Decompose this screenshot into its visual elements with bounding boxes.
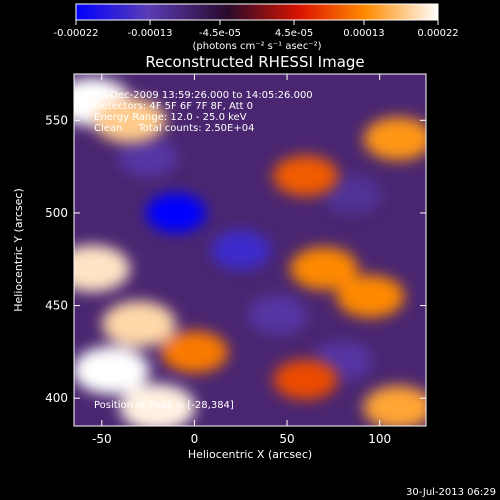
energy-range-text: Energy Range: 12.0 - 25.0 keV bbox=[94, 112, 247, 123]
x-tick-label: 100 bbox=[368, 432, 391, 446]
bright-source-1 bbox=[93, 97, 167, 144]
colorbar-tick-label: 0.00013 bbox=[343, 28, 384, 39]
colorbar: -0.00022 -0.00013 -4.5e-05 4.5e-05 0.00013 0.… bbox=[54, 3, 459, 52]
bright-source-11 bbox=[363, 385, 426, 426]
detectors-text: Detectors: 4F 5F 6F 7F 8F, Att 0 bbox=[94, 101, 253, 112]
y-tick-label: 550 bbox=[45, 113, 68, 127]
colorbar-unit-label: (photons cm⁻² s⁻¹ asec⁻²) bbox=[192, 41, 321, 52]
info-overlay: 15-Dec-2009 13:59:26.000 to 14:05:26.000… bbox=[94, 90, 313, 411]
colorbar-tick-label: 4.5e-05 bbox=[275, 28, 313, 39]
colorbar-tick-label: -0.00013 bbox=[128, 28, 173, 39]
x-axis-label: Heliocentric X (arcsec) bbox=[188, 448, 312, 461]
colorbar-gradient bbox=[75, 3, 439, 21]
x-axis-ticks: -50 0 50 100 bbox=[92, 74, 391, 446]
bright-source-2 bbox=[74, 245, 130, 292]
plot-frame bbox=[73, 73, 427, 427]
bright-source-4 bbox=[74, 346, 150, 395]
chart-title: Reconstructed RHESSI Image bbox=[145, 53, 364, 71]
colorbar-tick-label: -4.5e-05 bbox=[199, 28, 241, 39]
y-tick-label: 450 bbox=[45, 299, 68, 313]
colorbar-tick-label: -0.00022 bbox=[54, 28, 99, 39]
dark-source-1 bbox=[210, 230, 271, 270]
y-axis-label: Heliocentric Y (arcsec) bbox=[12, 188, 25, 312]
bright-source-10 bbox=[273, 155, 339, 197]
x-tick-label: 0 bbox=[191, 432, 199, 446]
bright-source-7 bbox=[290, 247, 359, 290]
y-axis-ticks: 400 450 500 550 bbox=[45, 113, 426, 405]
dark-source-2 bbox=[247, 294, 308, 335]
time-range-text: 15-Dec-2009 13:59:26.000 to 14:05:26.000 bbox=[94, 90, 313, 101]
x-tick-label: 50 bbox=[279, 432, 294, 446]
peak-position-text: Position of Peak = [-28,384] bbox=[94, 400, 234, 411]
bright-source-5 bbox=[119, 383, 196, 426]
y-tick-label: 400 bbox=[45, 391, 68, 405]
dark-source-5 bbox=[118, 137, 179, 178]
bright-source-12 bbox=[273, 359, 338, 400]
bright-sources bbox=[74, 77, 426, 426]
method-counts-text: Clean Total counts: 2.50E+04 bbox=[94, 123, 254, 134]
heatmap-area bbox=[74, 74, 426, 426]
dark-source-4 bbox=[321, 174, 382, 215]
colorbar-ticks: -0.00022 -0.00013 -4.5e-05 4.5e-05 0.00013 0.… bbox=[54, 20, 459, 39]
colorbar-tick-label: 0.00022 bbox=[417, 28, 458, 39]
dark-source-0 bbox=[145, 192, 206, 233]
x-tick-label: -50 bbox=[92, 432, 112, 446]
bright-source-9 bbox=[363, 117, 426, 161]
bright-source-8 bbox=[336, 275, 405, 318]
footer-timestamp: 30-Jul-2013 06:29 bbox=[406, 487, 496, 498]
y-tick-label: 500 bbox=[45, 206, 68, 220]
dark-sources bbox=[118, 137, 382, 382]
bright-source-3 bbox=[101, 301, 176, 348]
bright-source-6 bbox=[160, 330, 228, 373]
